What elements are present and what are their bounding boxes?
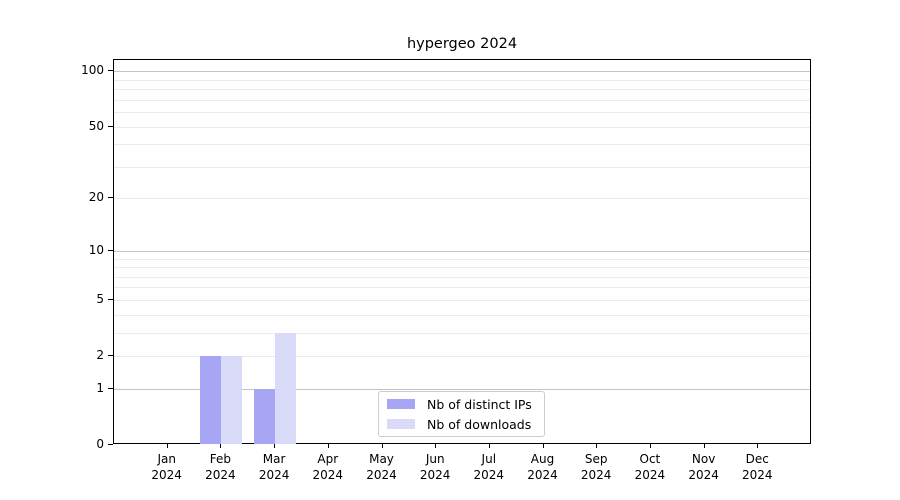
x-tick-label: Apr 2024: [296, 451, 360, 483]
x-tick-year: 2024: [151, 468, 182, 482]
x-tick-label: Oct 2024: [618, 451, 682, 483]
legend: Nb of distinct IPs Nb of downloads: [378, 391, 545, 437]
x-tick-year: 2024: [580, 468, 612, 482]
bar-nb-of-downloads-mar: [275, 332, 297, 444]
x-tick-label: Jun 2024: [403, 451, 467, 483]
y-tick-label: 2: [96, 348, 104, 362]
y-gridline-major: [114, 388, 810, 390]
y-tick-mark: [108, 387, 113, 389]
legend-label: Nb of distinct IPs: [427, 396, 532, 412]
y-gridline-minor: [114, 89, 810, 91]
y-tick-mark: [108, 125, 113, 127]
x-tick-year: 2024: [688, 468, 719, 482]
chart-title: hypergeo 2024: [406, 36, 518, 52]
x-tick-month: Mar: [262, 452, 286, 466]
y-tick-label: 50: [88, 118, 104, 133]
x-tick-mark: [596, 444, 598, 448]
y-gridline-minor: [114, 267, 810, 268]
x-tick-mark: [488, 444, 490, 448]
y-tick-label: 10: [88, 242, 104, 257]
x-tick-month: Nov: [691, 452, 716, 466]
x-tick-year: 2024: [742, 468, 773, 482]
x-tick-label: Dec 2024: [725, 451, 789, 483]
y-gridline-major: [114, 71, 810, 73]
x-tick-year: 2024: [258, 468, 290, 482]
y-gridline-minor: [114, 258, 810, 260]
x-tick-label: Mar 2024: [242, 451, 306, 483]
x-tick-mark: [166, 444, 168, 448]
y-gridline-minor: [114, 79, 810, 81]
x-tick-year: 2024: [527, 468, 558, 482]
x-tick-mark: [649, 444, 651, 448]
x-tick-mark: [381, 444, 383, 448]
x-tick-label: Sep 2024: [564, 451, 628, 483]
x-tick-month: Jul: [481, 452, 497, 466]
x-tick-year: 2024: [312, 468, 344, 482]
y-tick-label: 0: [96, 437, 104, 451]
x-tick-label: Feb 2024: [188, 451, 252, 483]
y-gridline-minor: [114, 332, 810, 334]
y-gridline-minor: [114, 144, 810, 146]
x-tick-mark: [327, 444, 329, 448]
y-tick-mark: [108, 355, 113, 356]
x-tick-mark: [542, 444, 544, 448]
y-gridline-minor: [114, 166, 810, 168]
x-tick-mark: [703, 444, 705, 448]
y-gridline-minor: [114, 198, 810, 200]
y-gridline-minor: [114, 99, 810, 101]
x-tick-month: Sep: [584, 452, 608, 466]
x-tick-year: 2024: [634, 468, 666, 482]
y-tick-label: 20: [88, 190, 104, 205]
y-gridline-minor: [114, 287, 810, 289]
y-gridline-minor: [114, 126, 810, 128]
x-tick-mark: [757, 444, 759, 448]
y-gridline-minor: [114, 314, 810, 316]
x-tick-label: May 2024: [350, 451, 414, 483]
x-tick-label: Nov 2024: [672, 451, 736, 483]
x-tick-year: 2024: [366, 468, 397, 482]
x-tick-year: 2024: [419, 468, 451, 482]
x-tick-year: 2024: [205, 468, 236, 482]
x-tick-month: Oct: [639, 452, 661, 466]
y-gridline-minor: [114, 356, 810, 357]
x-tick-mark: [435, 444, 437, 448]
y-tick-mark: [108, 70, 113, 72]
bar-nb-of-distinct-ips-feb: [200, 356, 222, 444]
x-tick-label: Aug 2024: [511, 451, 575, 483]
x-tick-month: Aug: [530, 452, 555, 466]
x-tick-month: May: [369, 452, 394, 466]
x-tick-label: Jan 2024: [135, 451, 199, 483]
x-tick-month: Feb: [209, 452, 232, 466]
legend-label: Nb of downloads: [427, 416, 532, 432]
plot-area: [113, 59, 811, 444]
legend-swatch-nb-of-distinct-ips: [387, 399, 415, 409]
y-gridline-minor: [114, 299, 810, 301]
y-tick-label: 100: [81, 63, 104, 78]
y-gridline-major: [114, 250, 810, 252]
y-tick-mark: [108, 197, 113, 199]
legend-row: Nb of downloads: [387, 415, 544, 433]
y-tick-mark: [108, 298, 113, 300]
x-tick-month: Dec: [745, 452, 769, 466]
bar-nb-of-downloads-feb: [221, 356, 243, 444]
y-gridline-minor: [114, 276, 810, 278]
x-tick-year: 2024: [473, 468, 505, 482]
legend-swatch-nb-of-downloads: [387, 419, 415, 429]
x-tick-month: Jan: [157, 452, 176, 466]
y-tick-label: 5: [96, 291, 104, 306]
y-tick-mark: [108, 249, 113, 251]
x-tick-month: Jun: [425, 452, 445, 466]
bar-nb-of-distinct-ips-mar: [254, 388, 276, 444]
legend-row: Nb of distinct IPs: [387, 395, 544, 413]
y-tick-mark: [108, 444, 113, 445]
y-gridline-minor: [114, 112, 810, 114]
x-tick-mark: [220, 444, 222, 448]
x-tick-month: Apr: [317, 452, 339, 466]
y-tick-label: 1: [96, 380, 104, 395]
x-tick-label: Jul 2024: [457, 451, 521, 483]
x-tick-mark: [274, 444, 276, 448]
